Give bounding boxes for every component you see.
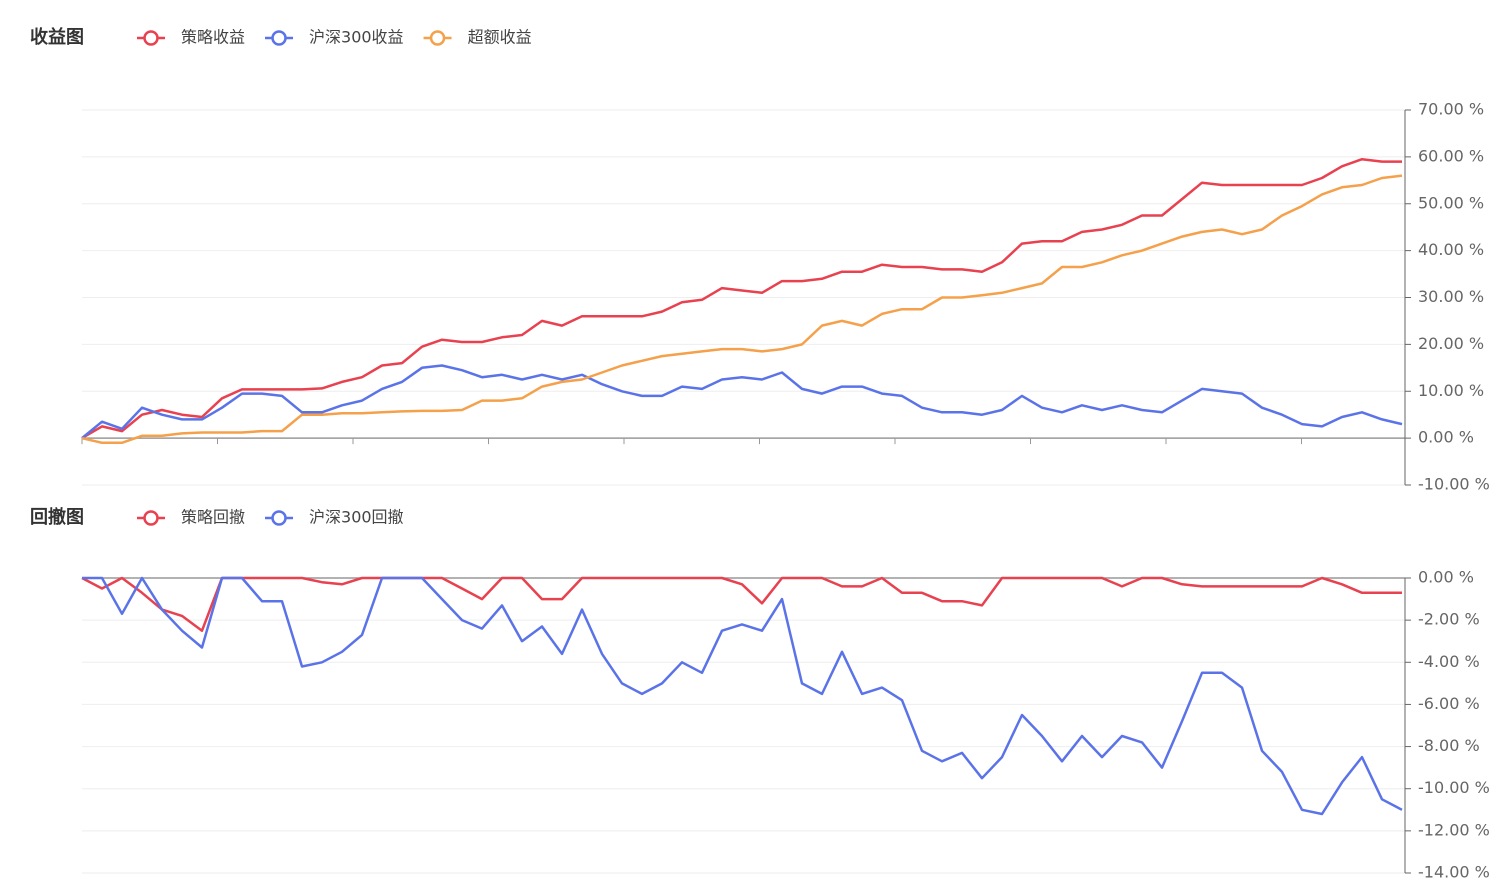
legend-label: 策略收益 [181, 28, 245, 47]
legend-label: 沪深300回撤 [309, 508, 404, 527]
legend-label: 策略回撤 [181, 508, 245, 527]
y-tick-label: -6.00 % [1418, 694, 1480, 713]
y-tick-label: -12.00 % [1418, 820, 1490, 839]
y-tick-label: -2.00 % [1418, 610, 1480, 629]
legend-icon [143, 30, 159, 46]
y-tick-label: 30.00 % [1418, 287, 1484, 306]
y-tick-label: 50.00 % [1418, 193, 1484, 212]
y-tick-label: 40.00 % [1418, 240, 1484, 259]
chart-title: 回撤图 [30, 506, 84, 528]
y-tick-label: 10.00 % [1418, 381, 1484, 400]
series-line [81, 174, 1403, 445]
legend-icon [429, 30, 446, 46]
y-tick-label: 60.00 % [1418, 146, 1484, 165]
legend-icon [271, 30, 287, 46]
series-line [81, 576, 1402, 632]
y-tick-label: 70.00 % [1418, 100, 1484, 119]
legend-label: 超额收益 [468, 28, 532, 47]
y-tick-label: -10.00 % [1418, 475, 1490, 494]
y-tick-label: 20.00 % [1418, 334, 1484, 353]
legend-label: 沪深300收益 [309, 28, 404, 47]
y-tick-label: 0.00 % [1418, 568, 1474, 587]
legend-icon [143, 510, 159, 526]
y-tick-label: -10.00 % [1418, 778, 1490, 797]
y-tick-label: -14.00 % [1418, 863, 1490, 882]
series-line [81, 364, 1403, 440]
y-tick-label: -8.00 % [1418, 736, 1480, 755]
series-line [81, 157, 1402, 440]
legend-icon [271, 510, 287, 526]
y-tick-label: 0.00 % [1418, 428, 1474, 447]
chart-title: 收益图 [30, 26, 84, 48]
series-line [82, 576, 1403, 816]
y-tick-label: -4.00 % [1418, 652, 1480, 671]
